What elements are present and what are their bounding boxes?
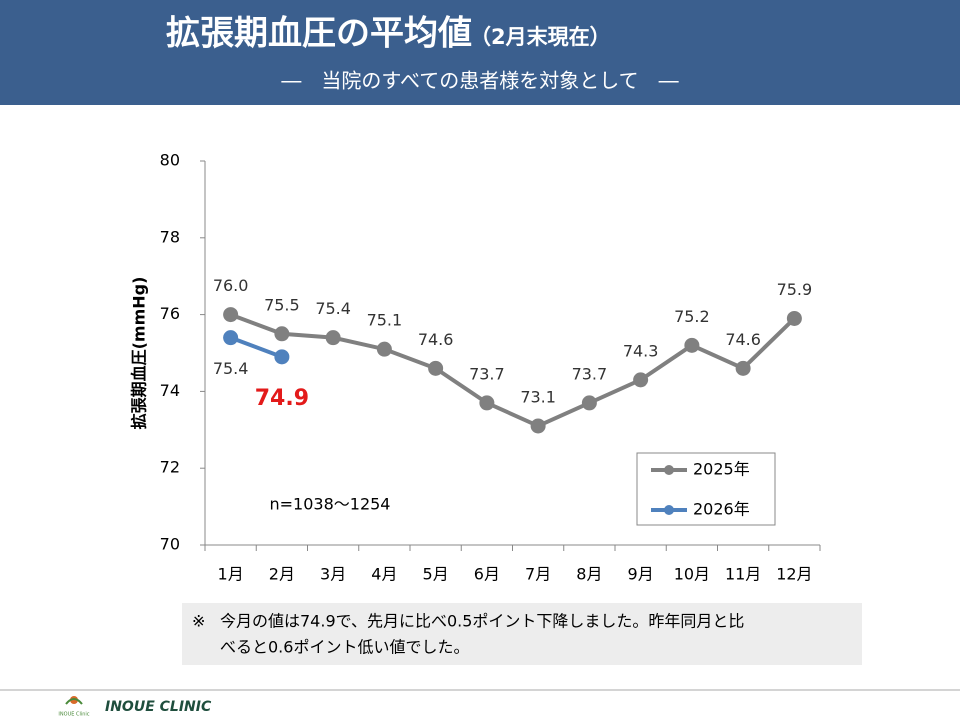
legend-marker (664, 505, 674, 515)
point (274, 326, 290, 342)
logo-text: INOUE Clinic (58, 712, 89, 718)
point (223, 330, 239, 346)
value-label: 75.4 (315, 299, 351, 318)
legend-label: 2025年 (693, 460, 750, 479)
y-tick-label: 74 (160, 381, 180, 400)
value-label: 73.1 (520, 387, 556, 406)
logo: INOUE Clinic (58, 696, 90, 718)
series-line (229, 335, 283, 359)
point (581, 395, 597, 411)
value-label: 75.5 (264, 295, 300, 314)
point (325, 330, 341, 346)
point (479, 395, 495, 411)
point (633, 372, 649, 388)
x-tick-label: 7月 (525, 565, 551, 584)
value-label: 74.3 (623, 341, 659, 360)
value-label: 75.2 (674, 307, 710, 326)
x-tick-label: 2月 (269, 565, 295, 584)
point (428, 360, 444, 376)
x-tick-label: 4月 (371, 565, 397, 584)
point (735, 360, 751, 376)
value-label: 76.0 (213, 276, 249, 295)
x-tick-label: 10月 (674, 565, 710, 584)
value-label: 75.1 (367, 311, 403, 330)
x-tick-label: 5月 (423, 565, 449, 584)
point (376, 341, 392, 357)
y-tick-label: 72 (160, 458, 180, 477)
subtitle: ― 当院のすべての患者様を対象として ― (281, 69, 678, 93)
value-label: 73.7 (469, 364, 505, 383)
x-tick-label: 3月 (320, 565, 346, 584)
legend-box (636, 452, 776, 526)
annotation: n=1038～1254 (270, 495, 391, 514)
series-line (229, 312, 796, 429)
x-tick-label: 8月 (576, 565, 602, 584)
value-label: 75.9 (777, 280, 813, 299)
logo-leaf (65, 698, 83, 705)
x-tick-label: 6月 (474, 565, 500, 584)
note-line: べると0.6ポイント低い値でした。 (220, 638, 469, 657)
clinic-name: INOUE CLINIC (105, 699, 212, 715)
x-tick-label: 11月 (725, 565, 761, 584)
point (530, 418, 546, 434)
y-tick-label: 80 (160, 151, 180, 170)
y-tick-label: 76 (160, 304, 180, 323)
value-label: 74.9 (255, 386, 309, 411)
title-note: （2月末現在） (470, 25, 611, 49)
value-label: 73.7 (572, 364, 608, 383)
point (274, 349, 290, 365)
y-tick-label: 70 (160, 535, 180, 554)
point (786, 310, 802, 326)
note-mark: ※ (192, 612, 205, 631)
legend-marker (664, 465, 674, 475)
note-box (182, 603, 862, 665)
legend-label: 2026年 (693, 500, 750, 519)
value-label: 74.6 (725, 330, 761, 349)
title: 拡張期血圧の平均値 (166, 14, 472, 54)
note-line: 今月の値は74.9で、先月に比べ0.5ポイント下降しました。昨年同月と比 (220, 612, 744, 631)
y-tick-label: 78 (160, 227, 180, 246)
x-tick-label: 1月 (218, 565, 244, 584)
y-axis-label: 拡張期血圧(mmHg) (130, 277, 149, 430)
point (684, 337, 700, 353)
x-tick-label: 9月 (628, 565, 654, 584)
value-label: 74.6 (418, 330, 454, 349)
value-label: 75.4 (213, 359, 249, 378)
header-band (0, 0, 960, 105)
point (223, 307, 239, 323)
x-tick-label: 12月 (776, 565, 812, 584)
